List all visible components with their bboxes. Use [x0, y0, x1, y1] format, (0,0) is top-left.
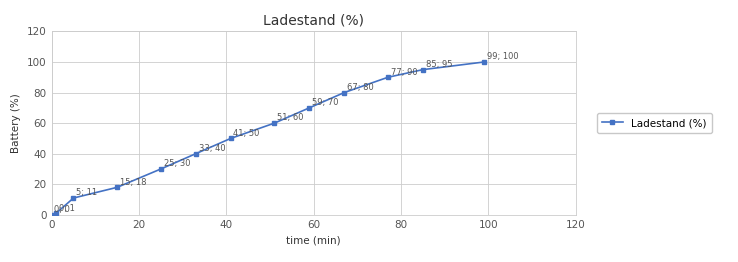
X-axis label: time (min): time (min) [286, 235, 341, 245]
Text: 99; 100: 99; 100 [487, 52, 518, 61]
Ladestand (%) [305, 106, 314, 110]
Ladestand (%) [227, 137, 235, 140]
Text: 51; 60: 51; 60 [277, 113, 303, 122]
Text: 41; 50: 41; 50 [233, 129, 260, 138]
Text: 77; 90: 77; 90 [390, 68, 417, 77]
Ladestand (%) [384, 76, 393, 79]
Text: 15; 18: 15; 18 [120, 178, 146, 187]
Text: 67; 80: 67; 80 [347, 83, 373, 92]
Text: 5; 11: 5; 11 [76, 188, 97, 197]
Ladestand (%) [47, 213, 56, 216]
Ladestand (%) [113, 186, 122, 189]
Text: 0; 1: 0; 1 [59, 204, 75, 212]
Text: 0; 0: 0; 0 [55, 205, 70, 214]
Legend: Ladestand (%): Ladestand (%) [596, 113, 711, 133]
Text: 59; 70: 59; 70 [312, 98, 339, 107]
Ladestand (%) [156, 167, 165, 171]
Ladestand (%) [418, 68, 427, 71]
Title: Ladestand (%): Ladestand (%) [263, 14, 364, 28]
Ladestand (%) [480, 61, 489, 64]
Text: 25; 30: 25; 30 [164, 159, 190, 168]
Line: Ladestand (%): Ladestand (%) [49, 59, 486, 217]
Text: 33; 40: 33; 40 [199, 144, 225, 153]
Ladestand (%) [270, 122, 279, 125]
Y-axis label: Battery (%): Battery (%) [12, 93, 21, 153]
Ladestand (%) [339, 91, 348, 94]
Ladestand (%) [69, 196, 78, 200]
Text: 85; 95: 85; 95 [426, 60, 452, 69]
Ladestand (%) [191, 152, 200, 155]
Ladestand (%) [52, 212, 61, 215]
